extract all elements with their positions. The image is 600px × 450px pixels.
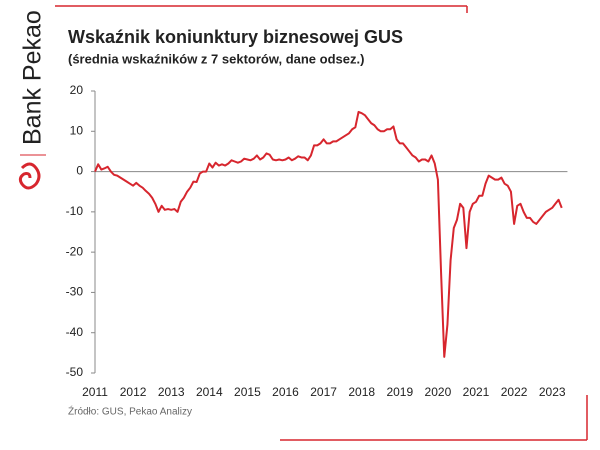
x-tick-label: 2012 [120, 385, 147, 399]
data-line [94, 110, 563, 358]
x-tick-label: 2021 [463, 385, 490, 399]
source: Źródło: GUS, Pekao Analizy [68, 405, 192, 418]
x-tick-label: 2011 [82, 385, 108, 399]
x-tick-label: 2015 [234, 385, 261, 399]
y-tick-label: -30 [66, 285, 84, 299]
x-tick-label: 2016 [272, 385, 299, 399]
y-tick-label: -10 [66, 204, 84, 218]
y-tick-label: -50 [66, 365, 84, 379]
chart-title: Wskaźnik koniunktury biznesowej GUS [68, 27, 403, 47]
y-tick-label: 10 [70, 123, 84, 137]
brand-logo [18, 162, 41, 190]
y-tick-label: 0 [76, 164, 83, 178]
x-tick-label: 2023 [539, 385, 566, 399]
brand: Bank Pekao [19, 10, 47, 145]
x-tick-label: 2020 [425, 385, 452, 399]
x-tick-label: 2014 [196, 385, 223, 399]
x-tick-label: 2019 [386, 385, 413, 399]
x-tick-label: 2017 [310, 385, 337, 399]
y-tick-label: 20 [70, 83, 84, 97]
x-tick-label: 2022 [501, 385, 528, 399]
x-tick-label: 2013 [158, 385, 185, 399]
x-tick-label: 2018 [348, 385, 375, 399]
y-tick-label: -20 [66, 244, 84, 258]
chart-subtitle: (średnia wskaźników z 7 sektorów, dane o… [68, 51, 364, 66]
y-tick-label: -40 [66, 325, 84, 339]
